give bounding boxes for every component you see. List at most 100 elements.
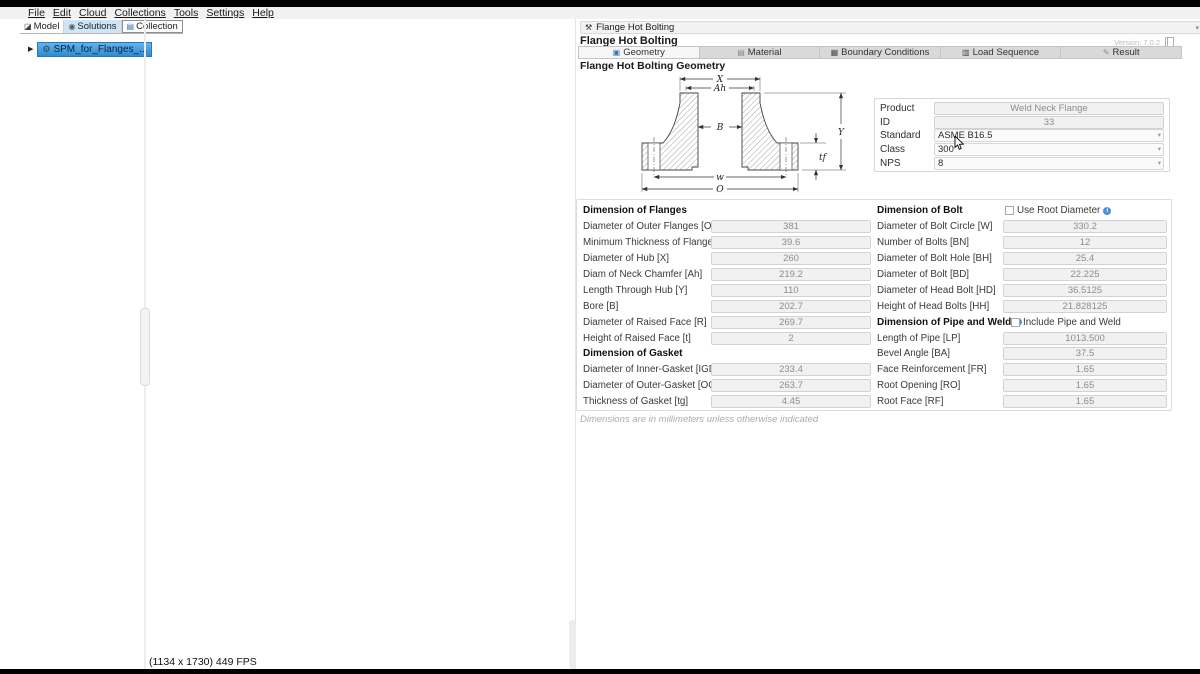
tree-row: ▶ ⚙ SPM_for_Flanges_... — [28, 42, 153, 57]
dimension-row: Diameter of Outer-Gasket [OGD]263.7 — [583, 378, 871, 394]
head-bolt-diameter-field[interactable]: 36.5125 — [1003, 283, 1167, 297]
hub-diameter-field[interactable]: 260 — [711, 252, 871, 266]
dimension-row: Diameter of Hub [X] 260 — [583, 251, 871, 267]
dimension-row: Diameter of Inner-Gasket [IGD] 233.4 — [583, 362, 871, 378]
right-panel-scrollbar[interactable] — [569, 620, 576, 669]
nps-select[interactable]: 8 ▾ — [934, 156, 1164, 170]
menu-cloud[interactable]: Cloud — [79, 7, 107, 19]
form-row: Class 300 ▾ — [880, 143, 1164, 157]
length-through-hub-field[interactable]: 110 — [711, 283, 871, 297]
pipe-length-field[interactable]: 1013.500 — [1003, 331, 1167, 345]
bolt-number-field[interactable]: 12 — [1003, 236, 1167, 250]
gasket-thickness-field[interactable]: 4.45 — [711, 395, 871, 409]
page-title: Flange Hot Bolting — [580, 35, 678, 47]
include-pipe-weld-checkbox[interactable] — [1011, 317, 1020, 327]
dim-label-b: B — [716, 123, 724, 133]
dimensions-box: Dimension of Flanges Diameter of Outer F… — [576, 199, 1172, 411]
dimension-row: Thickness of Gasket [tg] 4.45 — [583, 394, 871, 410]
bolt-diameter-field[interactable]: 22.225 — [1003, 268, 1167, 281]
dimension-row: Diameter of Raised Face [R] 269.7 — [583, 314, 871, 330]
id-field[interactable]: 33 — [934, 115, 1164, 129]
neck-chamfer-field[interactable]: 219.2 — [711, 268, 871, 281]
menu-settings[interactable]: Settings — [206, 7, 245, 19]
bolt-circle-field[interactable]: 330.2 — [1003, 220, 1167, 234]
dimension-row: Minimum Thickness of Flanges [tf]39.6 — [583, 235, 871, 251]
tab-boundary-conditions[interactable]: ▦ Boundary Conditions — [820, 47, 941, 58]
use-root-diameter-checkbox[interactable] — [1005, 206, 1014, 216]
tab-solutions-label: Solutions — [77, 21, 117, 32]
tab-load-sequence[interactable]: ▥ Load Sequence — [940, 47, 1062, 58]
dim-label-x: X — [716, 75, 724, 85]
product-field[interactable]: Weld Neck Flange — [934, 102, 1164, 116]
tool-selector-dropdown[interactable]: ⚒ Flange Hot Bolting ▾ — [580, 21, 1200, 34]
collection-icon: ▤ — [126, 21, 135, 31]
tab-geometry[interactable]: ▣ Geometry — [579, 47, 700, 58]
min-thickness-field[interactable]: 39.6 — [711, 236, 871, 250]
tab-result[interactable]: ✎ Result — [1061, 47, 1181, 58]
class-label: Class — [880, 144, 906, 156]
use-root-diameter-option[interactable]: Use Root Diameter — [1005, 205, 1112, 217]
standard-label: Standard — [880, 130, 921, 142]
tab-material[interactable]: ▤ Material — [699, 47, 821, 58]
splitter-handle[interactable] — [140, 308, 150, 386]
dimension-row: Bevel Angle [BA] 37.5 — [877, 346, 1167, 362]
tree-item-spm-for-flanges[interactable]: ⚙ SPM_for_Flanges_... — [37, 42, 153, 57]
menu-tools[interactable]: Tools — [173, 7, 199, 19]
bolt-hole-field[interactable]: 25.4 — [1003, 252, 1167, 266]
dimension-row: Number of Bolts [BN] 12 — [877, 235, 1167, 251]
tab-collection[interactable]: ▤ Collection — [121, 20, 183, 33]
dim-label-o: O — [716, 185, 724, 195]
tab-model[interactable]: ◪ Model — [20, 20, 65, 33]
pipe-weld-section-title: Dimension of Pipe and Weld — [877, 317, 1023, 328]
tab-material-label: Material — [747, 47, 782, 58]
standard-select[interactable]: ASME B16.5 ▾ — [934, 129, 1164, 143]
flanges-section-title: Dimension of Flanges — [583, 205, 687, 217]
gasket-section-title: Dimension of Gasket — [583, 348, 683, 360]
tab-solutions[interactable]: ◉ Solutions — [64, 20, 122, 33]
nps-select-value: 8 — [938, 157, 944, 169]
menu-file[interactable]: File — [28, 7, 45, 19]
info-icon[interactable] — [1103, 206, 1112, 215]
material-icon: ▤ — [737, 47, 745, 57]
dimensions-right-column: Dimension of Bolt Use Root Diameter Diam… — [877, 203, 1167, 410]
expander-icon[interactable]: ▶ — [28, 45, 34, 53]
left-tab-bar: ◪ Model ◉ Solutions ▤ Collection — [20, 20, 183, 34]
menu-edit[interactable]: Edit — [52, 7, 72, 19]
solutions-icon: ◉ — [68, 21, 76, 31]
bevel-angle-field[interactable]: 37.5 — [1003, 347, 1167, 361]
chevron-down-icon: ▾ — [1157, 159, 1161, 167]
outer-gasket-field[interactable]: 263.7 — [711, 379, 871, 393]
form-row: Standard ASME B16.5 ▾ — [880, 129, 1164, 143]
id-label: ID — [880, 116, 890, 128]
dimension-row: Diameter of Bolt Circle [W] 330.2 — [877, 219, 1167, 235]
tab-geometry-label: Geometry — [623, 47, 665, 58]
inner-gasket-field[interactable]: 233.4 — [711, 363, 871, 377]
menu-collections[interactable]: Collections — [114, 7, 166, 19]
face-reinforcement-field[interactable]: 1.65 — [1003, 363, 1167, 377]
dimensions-left-column: Dimension of Flanges Diameter of Outer F… — [583, 203, 871, 410]
dimension-row: Root Opening [RO] 1.65 — [877, 378, 1167, 394]
bolt-section-title: Dimension of Bolt — [877, 205, 963, 217]
head-bolt-height-field[interactable]: 21.828125 — [1003, 299, 1167, 313]
model-icon: ◪ — [24, 21, 32, 31]
dimension-row: Diameter of Head Bolt [HD] 36.5125 — [877, 282, 1167, 298]
use-root-diameter-label: Use Root Diameter — [1017, 205, 1101, 217]
form-row: NPS 8 ▾ — [880, 156, 1164, 170]
raised-face-height-field[interactable]: 2 — [711, 331, 871, 345]
include-pipe-weld-option[interactable]: Include Pipe and Weld — [1011, 317, 1121, 328]
bore-field[interactable]: 202.7 — [711, 299, 871, 313]
outer-flanges-field[interactable]: 381 — [711, 220, 871, 234]
menu-help[interactable]: Help — [252, 7, 274, 19]
root-opening-field[interactable]: 1.65 — [1003, 379, 1167, 393]
dim-label-ah: Ah — [713, 84, 726, 94]
tab-load-sequence-label: Load Sequence — [972, 47, 1040, 58]
include-pipe-weld-label: Include Pipe and Weld — [1023, 316, 1121, 328]
product-label: Product — [880, 103, 915, 115]
mouse-cursor — [954, 136, 965, 150]
raised-face-diameter-field[interactable]: 269.7 — [711, 315, 871, 329]
solution-item-icon: ⚙ — [42, 44, 51, 54]
class-select-value: 300 — [938, 144, 954, 156]
class-select[interactable]: 300 ▾ — [934, 143, 1164, 157]
root-face-field[interactable]: 1.65 — [1003, 395, 1167, 409]
dimension-row: Height of Raised Face [t] 2 — [583, 330, 871, 346]
